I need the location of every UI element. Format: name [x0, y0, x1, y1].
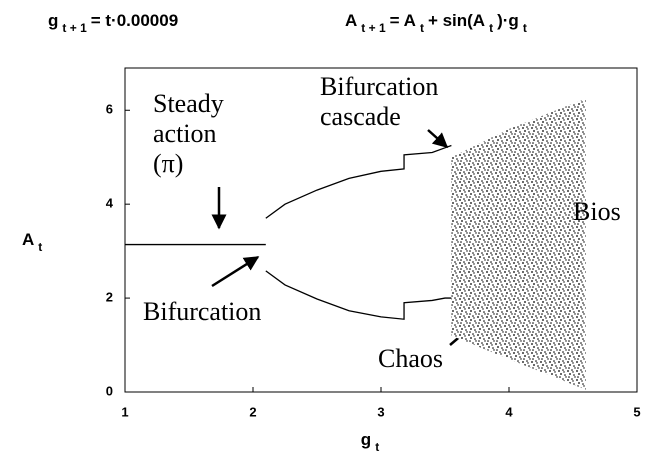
subscript: t: [420, 21, 424, 35]
annotation: (π): [153, 149, 183, 178]
formula-part: A: [345, 11, 357, 30]
formula-part: g: [48, 11, 58, 30]
subscript: t + 1: [361, 21, 386, 35]
subscript: t: [489, 21, 493, 35]
subscript: t + 1: [62, 21, 87, 35]
branch-line: [265, 270, 452, 320]
subscript: t: [523, 21, 527, 35]
annotation: cascade: [320, 102, 401, 131]
formula-part: = t·0.00009: [91, 11, 178, 30]
formula-left: g t + 1 = t·0.00009: [48, 11, 178, 35]
formula-part: + sin(A: [428, 11, 485, 30]
y-tick-label: 2: [106, 290, 113, 305]
subscript: t: [375, 440, 379, 454]
x-tick-label: 1: [121, 404, 128, 419]
x-tick-label: 3: [377, 404, 384, 419]
x-tick-label: 4: [505, 404, 513, 419]
y-tick-label: 6: [106, 102, 113, 117]
chaos-band: [451, 98, 586, 390]
annotation: Bios: [573, 197, 621, 226]
x-tick-label: 5: [633, 404, 640, 419]
annotation: Bifurcation: [143, 297, 261, 326]
annotation: action: [153, 119, 217, 148]
annotation: Chaos: [378, 344, 443, 373]
annotation: Bifurcation: [320, 72, 438, 101]
subscript: t: [38, 240, 42, 254]
x-tick-label: 2: [249, 404, 256, 419]
formula-part: )·g: [497, 11, 519, 30]
formula-part: = A: [390, 11, 416, 30]
y-tick-label: 0: [106, 383, 113, 398]
y-tick-label: 4: [106, 196, 114, 211]
formula-part: g: [361, 430, 371, 449]
formula-part: A: [22, 230, 34, 249]
branch-line: [265, 144, 452, 219]
annotation: Steady: [153, 89, 224, 118]
